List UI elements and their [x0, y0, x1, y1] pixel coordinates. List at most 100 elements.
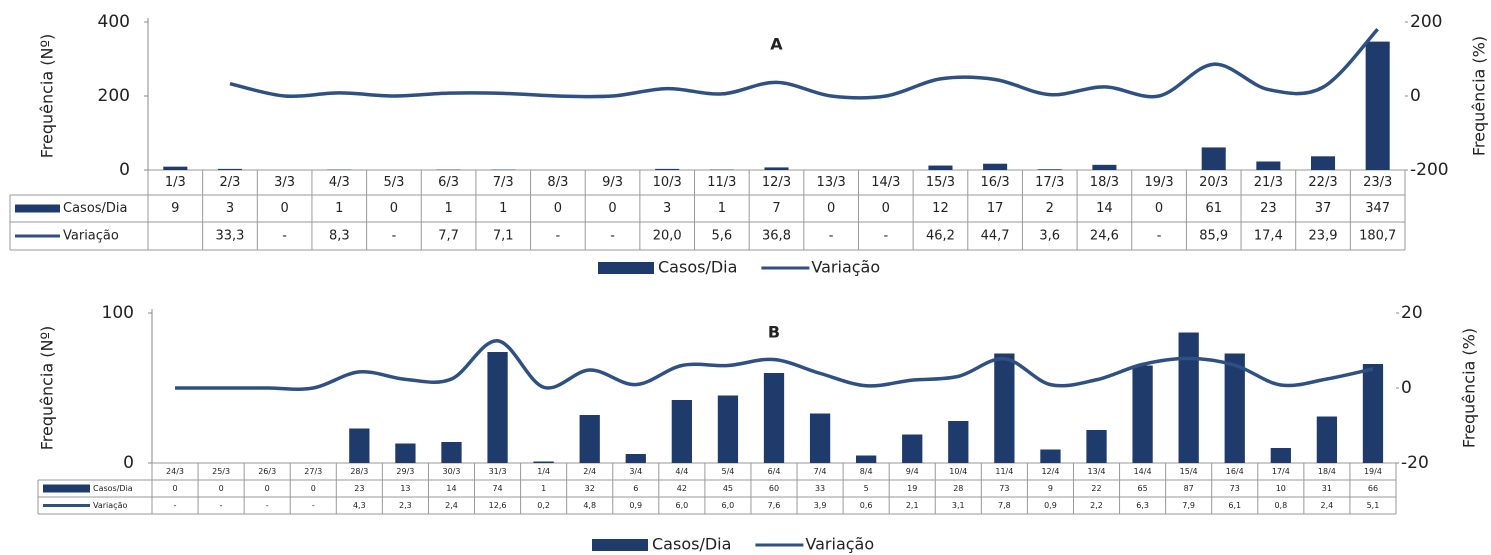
table-value: 44,7 — [981, 229, 1010, 244]
table-value: 5,1 — [1367, 501, 1380, 510]
y-tick-label: 100 — [102, 303, 134, 323]
table-value: 0 — [219, 484, 224, 493]
bar — [1132, 365, 1153, 463]
bar — [487, 352, 508, 463]
table-value: 1 — [335, 201, 343, 216]
bar — [1224, 353, 1245, 463]
y-tick-label: 0 — [119, 160, 130, 180]
table-value: 0,9 — [1044, 501, 1057, 510]
table-value: 60 — [769, 484, 779, 493]
table-value: 17 — [987, 201, 1004, 216]
table-value: 1 — [718, 201, 726, 216]
x-tick-label: 16/3 — [981, 175, 1010, 190]
table-value: 0 — [554, 201, 562, 216]
x-tick-label: 27/3 — [304, 467, 322, 476]
bar — [764, 167, 789, 170]
x-tick-label: 15/4 — [1180, 467, 1198, 476]
x-tick-label: 4/3 — [329, 175, 350, 190]
x-tick-label: 26/3 — [258, 467, 276, 476]
y-tick-label: 400 — [98, 12, 130, 32]
table-value: 6,3 — [1136, 501, 1149, 510]
table-row-label: Casos/Dia — [93, 484, 133, 493]
x-tick-label: 8/4 — [860, 467, 873, 476]
table-value: 66 — [1368, 484, 1378, 493]
bar — [948, 421, 969, 463]
bar — [441, 442, 462, 463]
y2-tick-label: -200 — [1410, 160, 1449, 180]
table-value: 7 — [772, 201, 780, 216]
bar — [1040, 449, 1061, 463]
x-tick-label: 24/3 — [166, 467, 184, 476]
y2-tick-label: 20 — [1401, 303, 1423, 323]
table-value: 5,6 — [712, 229, 733, 244]
table-value: 4,3 — [353, 501, 366, 510]
x-tick-label: 23/3 — [1363, 175, 1392, 190]
table-value: - — [282, 229, 287, 244]
table-value: 4,8 — [583, 501, 596, 510]
table-value: 0 — [882, 201, 890, 216]
table-value: 0 — [265, 484, 270, 493]
x-tick-label: 7/3 — [493, 175, 514, 190]
x-tick-label: 14/4 — [1134, 467, 1152, 476]
table-value: 73 — [1230, 484, 1240, 493]
bar — [395, 443, 416, 463]
table-value: 23 — [354, 484, 364, 493]
table-value: 20,0 — [653, 229, 682, 244]
bar — [1365, 41, 1390, 170]
x-tick-label: 6/4 — [768, 467, 781, 476]
table-value: - — [174, 501, 177, 510]
y2-axis-title: Frequência (%) — [1460, 328, 1479, 448]
chart-title: A — [770, 35, 783, 54]
table-value: 23 — [1260, 201, 1277, 216]
table-row-label: Variação — [93, 501, 127, 510]
x-tick-label: 10/4 — [949, 467, 967, 476]
table-value: 1 — [541, 484, 546, 493]
bar — [717, 395, 739, 463]
y-axis-title: Frequência (Nº) — [38, 34, 57, 159]
table-value: 14 — [446, 484, 456, 493]
table-value: 7,1 — [493, 229, 514, 244]
table-value: - — [1157, 229, 1162, 244]
bar — [1092, 164, 1117, 170]
table-value: 0 — [280, 201, 288, 216]
x-tick-label: 6/3 — [438, 175, 459, 190]
table-value: 7,8 — [998, 501, 1011, 510]
bar — [349, 428, 370, 463]
table-value: 33,3 — [216, 229, 245, 244]
table-value: 0 — [1155, 201, 1163, 216]
table-value: 19 — [907, 484, 917, 493]
x-tick-label: 18/4 — [1318, 467, 1336, 476]
x-tick-label: 2/3 — [220, 175, 241, 190]
x-tick-label: 11/4 — [995, 467, 1013, 476]
bar — [1037, 169, 1062, 170]
table-value: 22 — [1091, 484, 1101, 493]
x-tick-label: 13/4 — [1088, 467, 1106, 476]
x-tick-label: 8/3 — [547, 175, 568, 190]
x-tick-label: 10/3 — [653, 175, 682, 190]
table-value: 5 — [864, 484, 869, 493]
table-row-label: Variação — [63, 229, 119, 244]
table-value: 61 — [1205, 201, 1222, 216]
table-value: 85,9 — [1199, 229, 1228, 244]
table-value: - — [883, 229, 888, 244]
table-value: 2,3 — [399, 501, 412, 510]
legend-swatch — [43, 484, 90, 493]
table-value: 0,6 — [860, 501, 873, 510]
bar — [217, 168, 243, 170]
x-tick-label: 1/4 — [537, 467, 550, 476]
table-value: 2 — [1046, 201, 1054, 216]
x-tick-label: 9/4 — [906, 467, 919, 476]
bar — [671, 400, 692, 463]
bar — [1362, 364, 1384, 463]
legend-label: Variação — [805, 535, 874, 554]
table-value: 0,2 — [537, 501, 550, 510]
table-value: 6,1 — [1228, 501, 1241, 510]
table-value: 0,8 — [1274, 501, 1287, 510]
table-value: 180,7 — [1359, 229, 1396, 244]
table-value: 2,4 — [1321, 501, 1334, 510]
legend-label: Casos/Dia — [658, 258, 737, 277]
table-row-label: Casos/Dia — [63, 201, 128, 216]
table-value: 28 — [953, 484, 963, 493]
table-value: 10 — [1276, 484, 1286, 493]
